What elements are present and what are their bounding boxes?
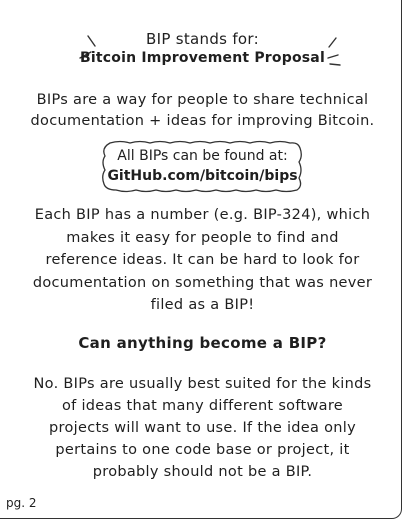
numbering-line-2: makes it easy for people to find and (66, 230, 339, 246)
scalloped-border-icon (102, 140, 302, 193)
callout-line-2: GitHub.com/bitcoin/bips (107, 168, 298, 184)
page-number: pg. 2 (6, 496, 37, 510)
intro-line-1: BIPs are a way for people to share techn… (36, 92, 369, 108)
answer-line-2: of ideas that many different software (61, 398, 343, 414)
numbering-line-1: Each BIP has a number (e.g. BIP-324), wh… (34, 207, 371, 223)
answer-line-4: pertains to one code base or project, it (55, 442, 350, 458)
answer-line-3: projects will want to use. If the idea o… (49, 420, 356, 436)
page-border (0, 0, 402, 519)
numbering-line-3: reference ideas. It can be hard to look … (45, 252, 360, 268)
answer-line-5: probably should not be a BIP. (92, 464, 313, 480)
numbering-line-4: documentation on something that was neve… (32, 275, 373, 291)
emphasis-marks-icon (79, 35, 341, 66)
question-heading: Can anything become a BIP? (78, 334, 327, 352)
heading-line-2: Bitcoin Improvement Proposal (80, 50, 325, 66)
heading-line-1: BIP stands for: (146, 30, 259, 48)
numbering-line-5: filed as a BIP! (150, 297, 255, 313)
intro-line-2: documentation + ideas for improving Bitc… (30, 113, 375, 129)
callout-bubble: All BIPs can be found at: GitHub.com/bit… (100, 140, 305, 194)
answer-line-1: No. BIPs are usually best suited for the… (33, 376, 372, 392)
callout-line-1: All BIPs can be found at: (117, 148, 288, 164)
